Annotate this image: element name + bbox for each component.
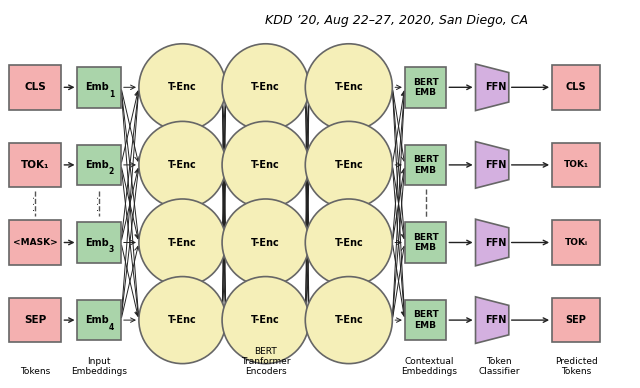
Text: BERT
EMB: BERT EMB — [413, 233, 438, 252]
Ellipse shape — [222, 121, 309, 208]
Text: T-Enc: T-Enc — [168, 160, 196, 170]
FancyBboxPatch shape — [9, 65, 61, 110]
Text: 4: 4 — [109, 322, 114, 332]
Text: BERT
Tranformer
Encoders: BERT Tranformer Encoders — [241, 346, 291, 376]
Text: T-Enc: T-Enc — [168, 237, 196, 248]
Polygon shape — [476, 219, 509, 266]
Text: BERT
EMB: BERT EMB — [413, 155, 438, 175]
Text: FFN: FFN — [485, 160, 507, 170]
Text: Emb: Emb — [84, 82, 109, 92]
Text: TOK₁: TOK₁ — [21, 160, 49, 170]
FancyBboxPatch shape — [405, 300, 447, 341]
Ellipse shape — [222, 277, 309, 364]
Text: Input
Embeddings: Input Embeddings — [71, 357, 127, 376]
FancyBboxPatch shape — [405, 222, 447, 263]
Text: BERT
EMB: BERT EMB — [413, 310, 438, 330]
FancyBboxPatch shape — [552, 220, 600, 265]
Ellipse shape — [139, 277, 226, 364]
Text: Emb: Emb — [84, 237, 109, 248]
Text: SEP: SEP — [24, 315, 46, 325]
Text: T-Enc: T-Enc — [252, 315, 280, 325]
Text: FFN: FFN — [485, 315, 507, 325]
Text: CLS: CLS — [566, 82, 586, 92]
FancyBboxPatch shape — [552, 298, 600, 343]
FancyBboxPatch shape — [77, 222, 121, 263]
Text: · · ·: · · · — [30, 196, 40, 211]
FancyBboxPatch shape — [9, 220, 61, 265]
Ellipse shape — [139, 121, 226, 208]
Text: Emb: Emb — [84, 160, 109, 170]
Text: TOK₁: TOK₁ — [564, 160, 588, 170]
Ellipse shape — [305, 44, 392, 131]
FancyBboxPatch shape — [405, 145, 447, 185]
Ellipse shape — [305, 199, 392, 286]
Text: Tokens: Tokens — [20, 367, 51, 376]
Ellipse shape — [139, 199, 226, 286]
Text: CLS: CLS — [24, 82, 46, 92]
Text: T-Enc: T-Enc — [335, 82, 363, 92]
Ellipse shape — [222, 44, 309, 131]
Text: FFN: FFN — [485, 82, 507, 92]
FancyBboxPatch shape — [77, 145, 121, 185]
Text: Contextual
Embeddings: Contextual Embeddings — [401, 357, 457, 376]
Polygon shape — [476, 64, 509, 111]
Text: KDD ’20, Aug 22–27, 2020, San Diego, CA: KDD ’20, Aug 22–27, 2020, San Diego, CA — [266, 14, 528, 27]
Text: Token
Classifier: Token Classifier — [479, 357, 520, 376]
Text: BERT
EMB: BERT EMB — [413, 78, 438, 97]
FancyBboxPatch shape — [405, 67, 447, 108]
Text: T-Enc: T-Enc — [252, 82, 280, 92]
Text: T-Enc: T-Enc — [168, 315, 196, 325]
FancyBboxPatch shape — [77, 300, 121, 341]
FancyBboxPatch shape — [552, 143, 600, 187]
Text: <MASK>: <MASK> — [13, 238, 58, 247]
FancyBboxPatch shape — [9, 298, 61, 343]
Text: FFN: FFN — [485, 237, 507, 248]
Ellipse shape — [139, 44, 226, 131]
Text: T-Enc: T-Enc — [335, 315, 363, 325]
FancyBboxPatch shape — [9, 143, 61, 187]
Ellipse shape — [222, 199, 309, 286]
Polygon shape — [476, 142, 509, 188]
Text: · · ·: · · · — [94, 196, 104, 211]
Text: T-Enc: T-Enc — [335, 237, 363, 248]
Text: T-Enc: T-Enc — [252, 160, 280, 170]
Ellipse shape — [305, 277, 392, 364]
Text: Predicted
Tokens: Predicted Tokens — [555, 357, 597, 376]
Ellipse shape — [305, 121, 392, 208]
Text: TOKᵢ: TOKᵢ — [564, 238, 588, 247]
Text: T-Enc: T-Enc — [335, 160, 363, 170]
Text: 2: 2 — [109, 167, 114, 177]
Text: 1: 1 — [109, 90, 114, 99]
Polygon shape — [476, 297, 509, 343]
FancyBboxPatch shape — [77, 67, 121, 108]
Text: Emb: Emb — [84, 315, 109, 325]
FancyBboxPatch shape — [552, 65, 600, 110]
Text: T-Enc: T-Enc — [252, 237, 280, 248]
Text: 3: 3 — [109, 245, 114, 254]
Text: SEP: SEP — [566, 315, 586, 325]
Text: T-Enc: T-Enc — [168, 82, 196, 92]
